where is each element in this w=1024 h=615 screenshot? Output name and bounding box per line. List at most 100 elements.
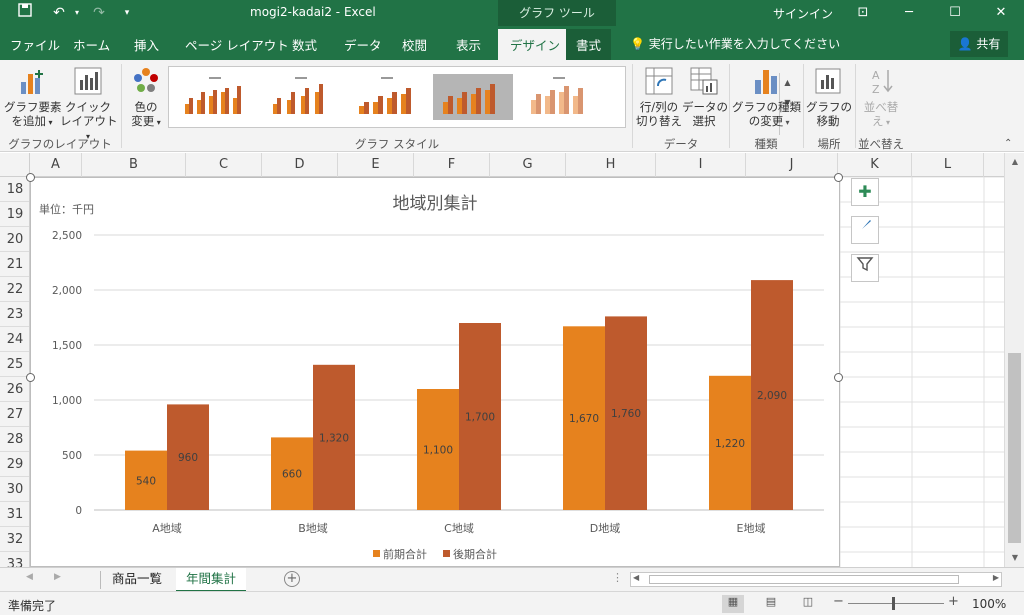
chart-resize-handle-top-left[interactable] [26, 173, 35, 182]
tell-me-search[interactable]: 💡 実行したい作業を入力してください [630, 35, 840, 52]
scroll-down-icon[interactable]: ▼ [1011, 553, 1019, 562]
page-break-view-icon[interactable]: ◫ [802, 595, 814, 608]
horizontal-scrollbar[interactable]: ◀ ▶ [630, 572, 1002, 587]
column-header-f[interactable]: F [414, 153, 490, 177]
scroll-right-icon[interactable]: ▶ [992, 573, 999, 582]
chart-style-1[interactable] [175, 74, 255, 120]
row-header-33[interactable]: 33 [0, 552, 29, 567]
column-header-l[interactable]: L [912, 153, 984, 177]
person-icon: 👤 [957, 37, 973, 51]
chart-area[interactable]: 地域別集計 単位：千円 0 500 1,000 1,500 2,000 2,500 540 960… [30, 177, 840, 567]
column-header-j[interactable]: J [746, 153, 838, 177]
move-chart-button[interactable]: グラフの 移動 [806, 66, 852, 128]
row-header-19[interactable]: 19 [0, 202, 29, 227]
minimize-button[interactable]: ─ [905, 5, 913, 20]
sheet-tab-products[interactable]: 商品一覧 [112, 571, 163, 586]
scroll-left-icon[interactable]: ◀ [633, 573, 640, 582]
row-header-20[interactable]: 20 [0, 227, 29, 252]
row-header-23[interactable]: 23 [0, 302, 29, 327]
select-all-corner[interactable] [0, 153, 30, 177]
column-header-c[interactable]: C [186, 153, 262, 177]
chart-elements-plus-icon[interactable]: ✚ [851, 178, 879, 206]
vertical-scroll-thumb[interactable] [1008, 353, 1021, 543]
zoom-slider-thumb[interactable] [892, 597, 895, 610]
split-handle-icon[interactable]: ⋮ [612, 571, 623, 584]
share-button[interactable]: 👤 共有 [950, 31, 1008, 57]
column-header-a[interactable]: A [30, 153, 82, 177]
vertical-scrollbar[interactable]: ▲ ▼ [1004, 153, 1024, 567]
zoom-slider-track[interactable] [848, 603, 944, 604]
column-header-b[interactable]: B [82, 153, 186, 177]
chart-style-2[interactable] [261, 74, 341, 120]
save-icon[interactable] [14, 3, 36, 23]
row-header-27[interactable]: 27 [0, 402, 29, 427]
quick-layout-button[interactable]: クイック レイアウト ▾ [60, 66, 118, 144]
select-data-button[interactable]: データの 選択 [682, 66, 728, 128]
tab-insert[interactable]: 挿入 [134, 38, 160, 53]
add-chart-element-button[interactable]: グラフ要素 を追加 ▾ [4, 66, 62, 130]
sheet-prev-icon[interactable]: ◀ [26, 572, 33, 582]
tab-data[interactable]: データ [344, 38, 382, 53]
row-header-25[interactable]: 25 [0, 352, 29, 377]
ribbon-display-icon[interactable]: ⊡ [857, 5, 869, 20]
normal-view-icon[interactable]: ▦ [722, 595, 744, 613]
switch-row-column-button[interactable]: 行/列の 切り替え [636, 66, 682, 128]
column-header-g[interactable]: G [490, 153, 566, 177]
row-header-21[interactable]: 21 [0, 252, 29, 277]
tab-file[interactable]: ファイル [10, 38, 61, 53]
row-header-29[interactable]: 29 [0, 452, 29, 477]
undo-icon[interactable]: ↶ [53, 5, 65, 21]
chart-style-4-selected[interactable] [433, 74, 513, 120]
row-header-32[interactable]: 32 [0, 527, 29, 552]
maximize-button[interactable]: ☐ [949, 5, 961, 20]
signin-link[interactable]: サインイン [773, 7, 834, 21]
redo-icon[interactable]: ↷ [93, 5, 105, 21]
tab-view[interactable]: 表示 [456, 38, 482, 53]
sheet-next-icon[interactable]: ▶ [54, 572, 61, 582]
tab-review[interactable]: 校閲 [402, 38, 428, 53]
column-header-e[interactable]: E [338, 153, 414, 177]
row-header-18[interactable]: 18 [0, 177, 29, 202]
chart-filters-icon[interactable] [851, 254, 879, 282]
gallery-more-icon[interactable]: ▾ [785, 118, 790, 127]
collapse-ribbon-icon[interactable]: ⌃ [1004, 138, 1013, 149]
page-layout-view-icon[interactable]: ▤ [765, 595, 777, 608]
column-header-h[interactable]: H [566, 153, 656, 177]
column-header-k[interactable]: K [838, 153, 912, 177]
row-header-28[interactable]: 28 [0, 427, 29, 452]
tab-page-layout[interactable]: ページ レイアウト [185, 38, 289, 53]
zoom-out-icon[interactable]: − [833, 594, 844, 609]
chart-style-5[interactable] [519, 74, 599, 120]
change-chart-type-button[interactable]: グラフの種類 の変更 [732, 66, 801, 128]
column-header-d[interactable]: D [262, 153, 338, 177]
chart-resize-handle-left[interactable] [26, 373, 35, 382]
chart-styles-brush-icon[interactable] [851, 216, 879, 244]
tab-home[interactable]: ホーム [73, 38, 111, 53]
chart-style-3[interactable] [347, 74, 427, 120]
customize-toolbar-icon[interactable]: ▾ [124, 8, 130, 18]
chart-resize-handle-right[interactable] [834, 373, 843, 382]
sheet-tab-annual[interactable]: 年間集計 [176, 568, 247, 592]
zoom-in-icon[interactable]: + [948, 594, 959, 609]
row-header-22[interactable]: 22 [0, 277, 29, 302]
close-button[interactable]: ✕ [995, 5, 1007, 20]
horizontal-scroll-thumb[interactable] [649, 575, 959, 584]
gallery-scroll[interactable]: ▲ ▼ ▾ [779, 73, 795, 135]
row-header-24[interactable]: 24 [0, 327, 29, 352]
undo-dropdown-icon[interactable]: ▾ [74, 8, 79, 17]
zoom-level[interactable]: 100% [972, 597, 1007, 611]
change-colors-button[interactable]: 色の 変更 ▾ [126, 66, 166, 130]
chart-resize-handle-top-right[interactable] [834, 173, 843, 182]
row-header-26[interactable]: 26 [0, 377, 29, 402]
tab-format[interactable]: 書式 [566, 29, 612, 60]
scroll-up-icon[interactable]: ▲ [1011, 157, 1019, 166]
row-header-31[interactable]: 31 [0, 502, 29, 527]
tab-design[interactable]: デザイン [498, 29, 573, 60]
gallery-down-icon[interactable]: ▼ [784, 98, 791, 107]
row-header-30[interactable]: 30 [0, 477, 29, 502]
add-sheet-icon[interactable]: + [284, 571, 300, 587]
tab-formulas[interactable]: 数式 [292, 38, 318, 53]
gallery-up-icon[interactable]: ▲ [784, 78, 791, 87]
column-header-i[interactable]: I [656, 153, 746, 177]
